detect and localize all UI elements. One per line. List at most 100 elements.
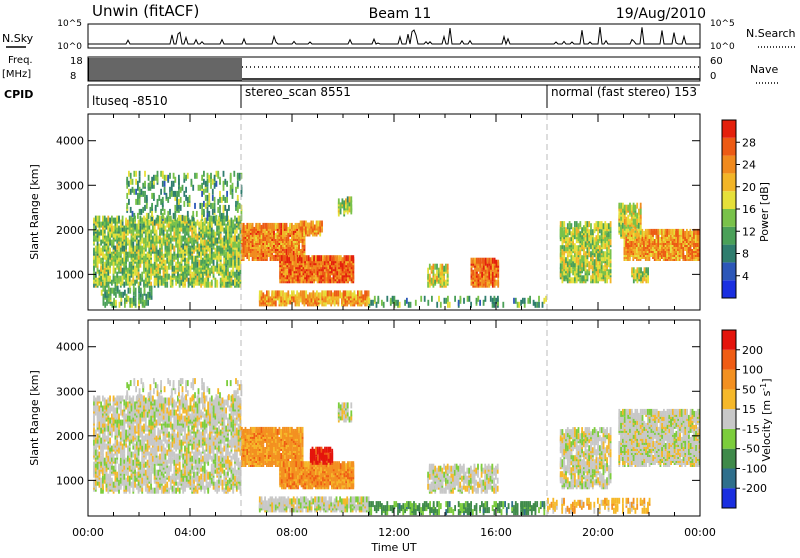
data-cell bbox=[624, 205, 626, 211]
data-cell bbox=[126, 294, 128, 300]
data-cell bbox=[298, 300, 300, 306]
data-cell bbox=[279, 223, 281, 229]
data-cell bbox=[488, 258, 490, 264]
power-ylabel: Slant Range [km] bbox=[28, 164, 41, 260]
data-cell bbox=[286, 255, 288, 261]
data-cell bbox=[588, 221, 590, 227]
data-cell bbox=[154, 246, 156, 252]
data-cell bbox=[159, 280, 161, 286]
data-cell bbox=[581, 255, 583, 261]
data-cell bbox=[210, 203, 212, 209]
data-cell bbox=[472, 270, 474, 276]
data-cell bbox=[200, 260, 202, 266]
data-cell bbox=[366, 290, 368, 296]
data-cell bbox=[183, 173, 185, 179]
data-cell bbox=[410, 302, 412, 308]
data-cell bbox=[345, 198, 347, 204]
data-cell bbox=[151, 193, 153, 199]
data-cell bbox=[485, 258, 487, 264]
data-cell bbox=[199, 185, 201, 191]
data-cell bbox=[286, 237, 288, 243]
data-cell bbox=[325, 290, 327, 296]
data-cell bbox=[210, 173, 212, 179]
data-cell bbox=[143, 264, 145, 270]
data-cell bbox=[157, 199, 159, 205]
data-cell bbox=[587, 221, 589, 227]
data-cell bbox=[135, 179, 137, 185]
data-cell bbox=[129, 216, 131, 222]
data-cell bbox=[174, 191, 176, 197]
data-cell bbox=[444, 298, 446, 304]
data-cell bbox=[620, 203, 622, 209]
data-cell bbox=[518, 302, 520, 308]
data-cell bbox=[286, 223, 288, 229]
data-cell bbox=[467, 296, 469, 302]
data-cell bbox=[175, 254, 177, 260]
data-cell bbox=[213, 216, 215, 222]
data-cell bbox=[597, 221, 599, 227]
nave-tick-top: 60 bbox=[710, 56, 723, 67]
data-cell bbox=[197, 220, 199, 226]
data-cell bbox=[104, 458, 106, 464]
data-cell bbox=[629, 231, 631, 237]
data-cell bbox=[93, 396, 95, 402]
data-cell bbox=[179, 222, 181, 228]
data-cell bbox=[670, 253, 672, 259]
data-cell bbox=[311, 255, 313, 261]
data-cell bbox=[347, 204, 349, 210]
data-cell bbox=[102, 406, 104, 412]
data-cell bbox=[232, 242, 234, 248]
data-cell bbox=[198, 185, 200, 191]
data-cell bbox=[200, 238, 202, 244]
data-cell bbox=[618, 203, 620, 209]
data-cell bbox=[108, 286, 110, 292]
data-cell bbox=[142, 183, 144, 189]
data-cell bbox=[178, 175, 180, 181]
data-cell bbox=[163, 224, 165, 230]
data-cell bbox=[638, 209, 640, 215]
data-cell bbox=[202, 258, 204, 264]
data-cell bbox=[610, 239, 612, 245]
data-cell bbox=[133, 189, 135, 195]
data-cell bbox=[95, 430, 97, 436]
data-cell bbox=[144, 288, 146, 294]
data-cell bbox=[99, 406, 101, 412]
data-cell bbox=[190, 236, 192, 242]
data-cell bbox=[476, 258, 478, 264]
data-cell bbox=[166, 193, 168, 199]
data-cell bbox=[642, 271, 644, 277]
data-cell bbox=[104, 444, 106, 450]
data-cell bbox=[151, 286, 153, 292]
data-cell bbox=[133, 213, 135, 219]
data-cell bbox=[192, 185, 194, 191]
data-cell bbox=[164, 209, 166, 215]
data-cell bbox=[262, 233, 264, 239]
data-cell bbox=[203, 179, 205, 185]
data-cell bbox=[670, 229, 672, 235]
data-cell bbox=[574, 257, 576, 263]
data-cell bbox=[340, 208, 342, 214]
data-cell bbox=[438, 268, 440, 274]
data-cell bbox=[113, 218, 115, 224]
data-cell bbox=[227, 232, 229, 238]
data-cell bbox=[492, 258, 494, 264]
data-cell bbox=[284, 223, 286, 229]
data-cell bbox=[120, 266, 122, 272]
data-cell bbox=[271, 223, 273, 229]
data-cell bbox=[332, 292, 334, 298]
data-cell bbox=[144, 197, 146, 203]
data-cell bbox=[188, 278, 190, 284]
data-cell bbox=[638, 267, 640, 273]
data-cell bbox=[239, 203, 241, 209]
data-cell bbox=[175, 242, 177, 248]
data-cell bbox=[300, 249, 302, 255]
data-cell bbox=[562, 263, 564, 269]
data-cell bbox=[618, 213, 620, 219]
data-cell bbox=[206, 240, 208, 246]
data-cell bbox=[311, 292, 313, 298]
data-cell bbox=[252, 239, 254, 245]
data-cell bbox=[144, 171, 146, 177]
data-cell bbox=[140, 256, 142, 262]
data-cell bbox=[147, 260, 149, 266]
